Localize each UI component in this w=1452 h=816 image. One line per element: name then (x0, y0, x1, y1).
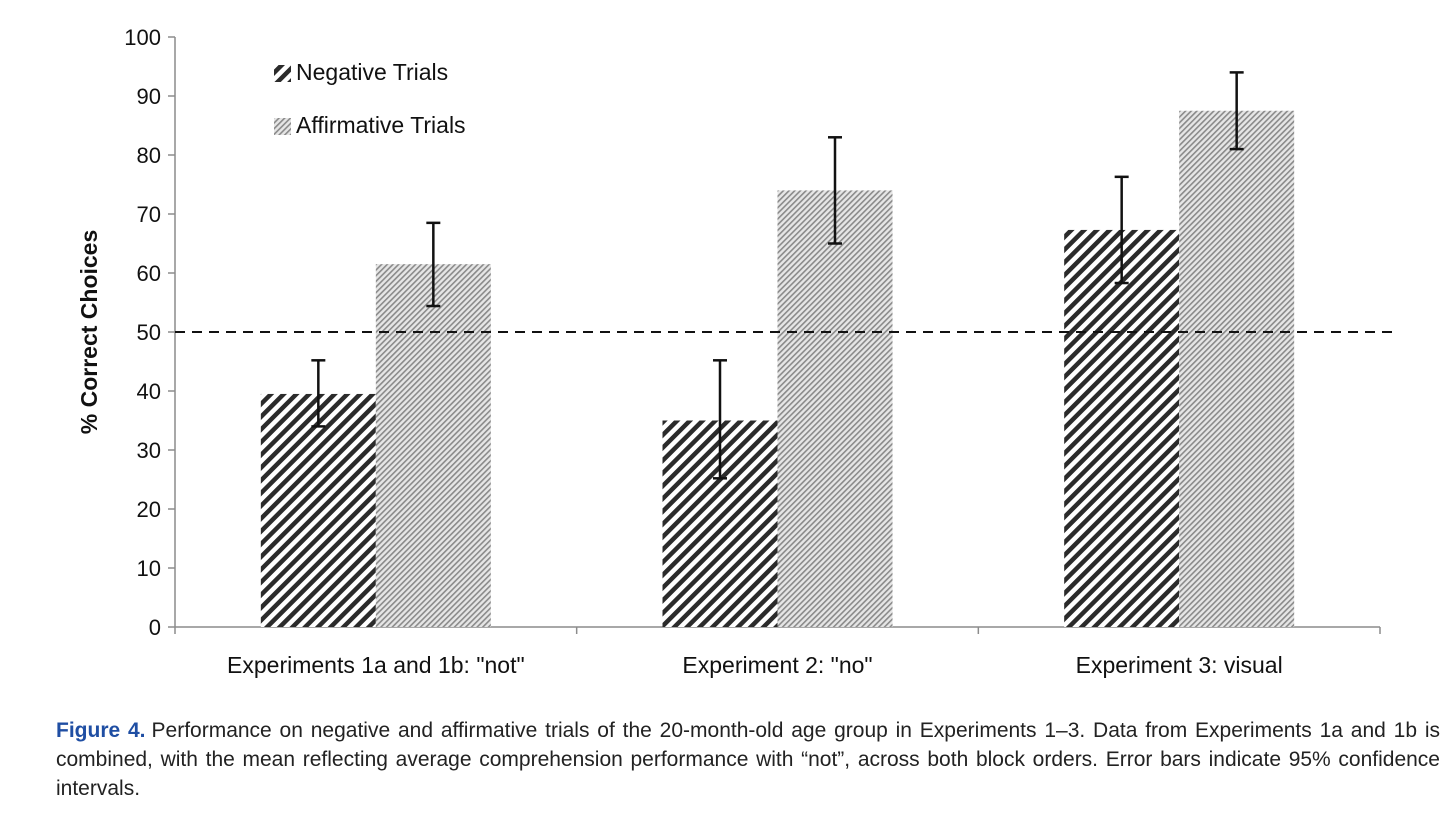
y-tick-label: 60 (137, 261, 161, 286)
bar-affirmative (375, 264, 491, 627)
caption-text: Performance on negative and affirmative … (56, 719, 1440, 800)
legend-swatch-affirmative (274, 118, 291, 135)
bars (260, 110, 1295, 627)
y-tick-label: 30 (137, 438, 161, 463)
legend-label-affirmative: Affirmative Trials (296, 112, 466, 138)
legend: Negative Trials Affirmative Trials (274, 59, 466, 138)
y-tick-label: 90 (137, 84, 161, 109)
x-category-label: Experiment 3: visual (1076, 652, 1283, 678)
caption-label: Figure 4. (56, 719, 146, 742)
axes: 0 10 20 30 40 50 60 70 80 90 100 Experiments 1a and… (124, 25, 1381, 678)
y-tick-label: 40 (137, 379, 161, 404)
y-axis-label: % Correct Choices (76, 230, 102, 435)
y-tick-label: 20 (137, 497, 161, 522)
x-category-label: Experiments 1a and 1b: "not" (227, 652, 525, 678)
x-category-label: Experiment 2: "no" (682, 652, 872, 678)
bar-negative (260, 393, 376, 627)
y-tick-label: 70 (137, 202, 161, 227)
chart: 0 10 20 30 40 50 60 70 80 90 100 Experiments 1a and… (76, 25, 1398, 678)
y-tick-label: 10 (137, 556, 161, 581)
bar-affirmative (1179, 110, 1295, 627)
y-tick-label: 50 (137, 320, 161, 345)
y-tick-label: 0 (149, 615, 161, 640)
legend-swatch-negative (274, 65, 291, 82)
y-tick-label: 80 (137, 143, 161, 168)
bar-negative (1064, 229, 1180, 627)
y-tick-label: 100 (124, 25, 161, 50)
error-bars (311, 71, 1244, 480)
bar-affirmative (777, 190, 893, 627)
figure-caption: Figure 4. Performance on negative and aff… (56, 716, 1440, 803)
legend-label-negative: Negative Trials (296, 59, 448, 85)
